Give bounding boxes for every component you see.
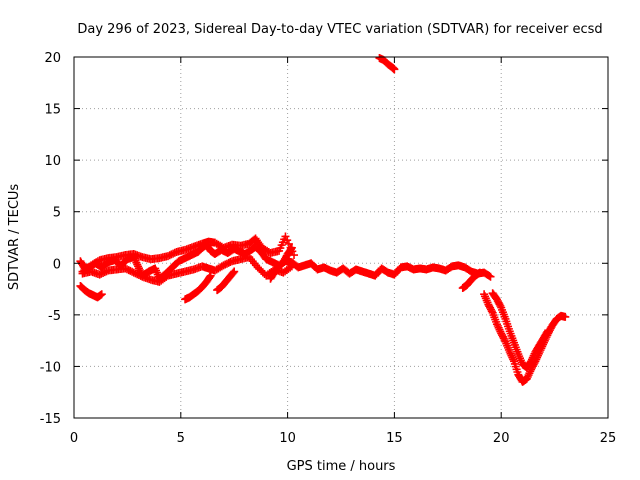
plot-frame [73, 56, 609, 419]
data-point [543, 327, 552, 336]
data-point [527, 355, 536, 364]
data-point [132, 258, 141, 267]
data-point [522, 374, 531, 383]
series-night-descent [480, 290, 570, 386]
data-point [97, 290, 106, 299]
data-point [507, 351, 516, 360]
data-point [508, 353, 517, 362]
series-early-dip [76, 281, 106, 302]
data-point [528, 353, 537, 362]
data-point [544, 326, 553, 335]
data-point [229, 268, 238, 277]
data-point [134, 264, 143, 273]
data-point [390, 65, 399, 74]
data-point [500, 336, 509, 345]
chart-title: Day 296 of 2023, Sidereal Day-to-day VTE… [77, 22, 602, 37]
y-tick-label: 15 [44, 103, 61, 118]
y-tick-label: -15 [40, 412, 61, 427]
data-point [133, 260, 142, 269]
data-layer [76, 54, 570, 386]
x-tick-label: 5 [177, 431, 185, 446]
series-morning-drop [181, 271, 215, 304]
data-point [495, 325, 504, 334]
data-point [494, 323, 503, 332]
data-point [287, 245, 296, 254]
data-point [506, 349, 515, 358]
x-axis-ticks: 0 5 10 15 20 25 [70, 57, 616, 446]
y-axis-ticks: -15 -10 -5 0 5 10 15 20 [40, 51, 608, 427]
y-tick-label: 5 [53, 206, 61, 221]
data-point [230, 267, 239, 276]
data-point [206, 271, 215, 280]
data-point [475, 268, 484, 277]
y-axis-label: SDTVAR / TECUs [7, 184, 22, 291]
data-point [287, 243, 296, 252]
data-point [286, 263, 295, 272]
data-point [485, 271, 494, 280]
data-point [523, 372, 532, 381]
data-point [492, 320, 501, 329]
data-point [487, 307, 496, 316]
data-point [486, 272, 495, 281]
data-point [505, 347, 514, 356]
y-tick-label: 0 [53, 257, 61, 272]
data-point [496, 327, 505, 336]
series-high-outlier [375, 54, 399, 74]
y-tick-label: 20 [44, 51, 61, 66]
data-point [283, 236, 292, 245]
x-tick-label: 0 [70, 431, 78, 446]
data-point [524, 371, 533, 380]
x-tick-label: 10 [279, 431, 296, 446]
x-tick-label: 25 [600, 431, 617, 446]
data-point [134, 262, 143, 271]
series-late-morning-drop [213, 267, 239, 295]
data-point [529, 351, 538, 360]
data-point [525, 369, 534, 378]
y-tick-label: 10 [44, 154, 61, 169]
x-tick-label: 15 [386, 431, 403, 446]
y-tick-label: -5 [48, 309, 61, 324]
data-point [527, 357, 536, 366]
data-point [509, 355, 518, 364]
series-night-inner [488, 289, 553, 372]
data-point [561, 312, 570, 321]
data-point [281, 232, 290, 241]
data-point [493, 321, 502, 330]
series-evening-dip [458, 268, 484, 293]
series-upper-band [78, 232, 299, 276]
y-tick-label: -10 [40, 360, 61, 375]
data-point [205, 272, 214, 281]
x-tick-label: 20 [493, 431, 510, 446]
data-point [290, 251, 299, 260]
x-axis-label: GPS time / hours [287, 459, 396, 474]
data-point [135, 266, 144, 275]
data-point [287, 262, 296, 271]
data-point [496, 301, 505, 310]
series-noon-spike [266, 243, 296, 283]
